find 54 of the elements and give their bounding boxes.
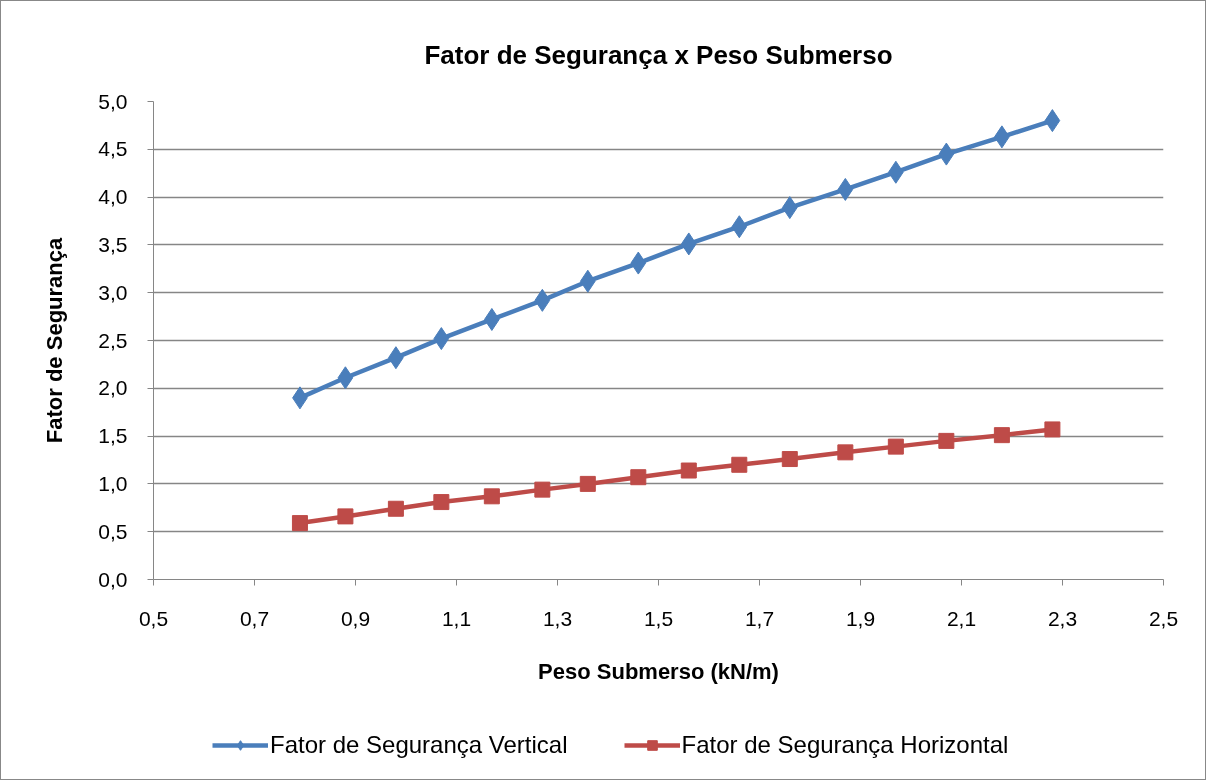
point [781, 451, 798, 468]
x-tick-label: 1,1 [441, 606, 472, 630]
y-tick-label: 5,0 [98, 89, 128, 113]
point [731, 456, 748, 473]
point [1044, 421, 1061, 438]
x-tick-label: 1,7 [744, 606, 775, 630]
point [938, 432, 955, 449]
x-tick-label: 0,7 [239, 606, 270, 630]
y-tick-label: 2,0 [98, 376, 128, 400]
point [534, 288, 551, 312]
point [938, 142, 955, 166]
point [579, 475, 596, 492]
y-tick-label: 3,5 [98, 232, 128, 256]
y-tick-label: 3,0 [98, 280, 128, 304]
point [337, 508, 354, 525]
x-tick-label: 2,5 [1148, 606, 1179, 630]
x-tick-label: 1,3 [542, 606, 573, 630]
y-tick-label: 2,5 [98, 328, 128, 352]
x-tick-label: 1,9 [845, 606, 876, 630]
y-axis-title: Fator de Segurança [42, 237, 68, 444]
point [579, 269, 596, 293]
point [483, 488, 500, 505]
point [993, 427, 1010, 444]
point [680, 462, 697, 479]
y-tick-label: 1,5 [98, 424, 128, 448]
x-axis-title: Peso Submerso (kN/m) [538, 658, 779, 684]
x-tick-label: 0,5 [138, 606, 169, 630]
y-tick-label: 0,5 [98, 519, 128, 543]
point [781, 196, 798, 220]
x-tick-label: 2,3 [1047, 606, 1078, 630]
point [630, 469, 647, 486]
point [433, 494, 450, 511]
point [1044, 109, 1061, 133]
x-tick-label: 0,9 [340, 606, 371, 630]
point [291, 515, 308, 532]
point [731, 215, 748, 239]
x-tick-label: 2,1 [946, 606, 977, 630]
point [837, 177, 854, 201]
y-tick-label: 1,0 [98, 471, 128, 495]
x-tick-label: 1,5 [643, 606, 674, 630]
point [630, 251, 647, 275]
point [433, 327, 450, 351]
point [387, 500, 404, 517]
point [837, 444, 854, 461]
point [680, 232, 697, 256]
point [534, 481, 551, 498]
chart-title: Fator de Segurança x Peso Submerso [424, 39, 893, 70]
point [887, 438, 904, 455]
legend-label: Fator de Segurança Horizontal [681, 731, 1009, 759]
y-tick-label: 4,0 [98, 185, 128, 209]
legend-label: Fator de Segurança Vertical [270, 731, 568, 759]
point [337, 366, 354, 390]
y-tick-label: 0,0 [98, 567, 128, 591]
y-tick-label: 4,5 [98, 137, 128, 161]
